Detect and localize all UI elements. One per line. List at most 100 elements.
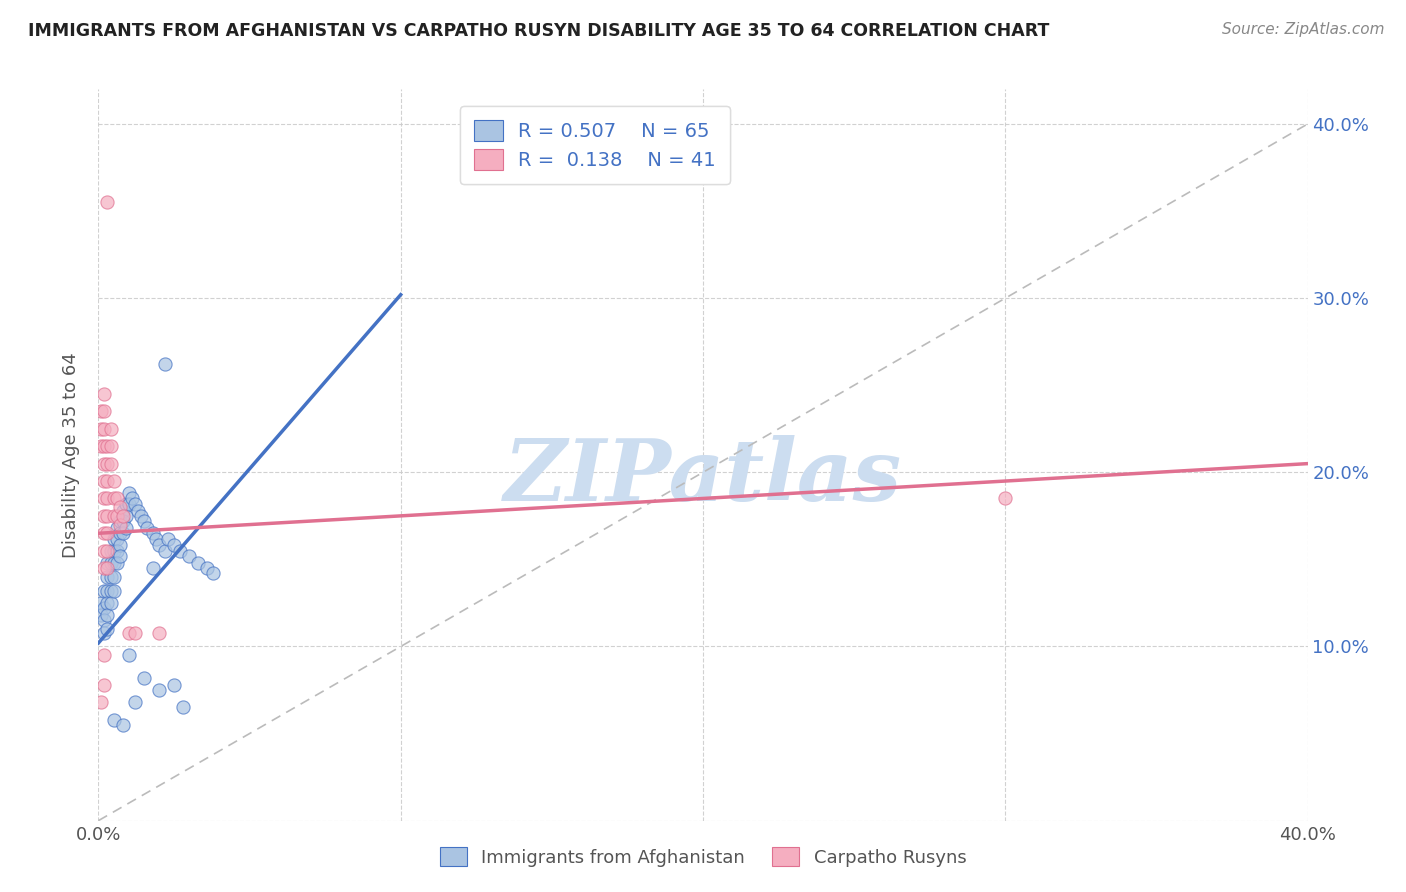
Point (100, 596, 122, 610)
Point (153, 357, 176, 371)
Point (100, 457, 122, 471)
Point (93, 404, 115, 418)
Point (108, 517, 131, 532)
Point (93, 508, 115, 523)
Point (103, 570, 125, 584)
Point (108, 514, 131, 528)
Point (148, 625, 170, 640)
Point (90, 608, 112, 623)
Point (96, 608, 118, 623)
Point (118, 625, 141, 640)
Point (114, 521, 136, 535)
Point (111, 526, 134, 541)
Point (153, 543, 176, 558)
Point (93, 601, 115, 615)
Point (103, 543, 125, 558)
Point (118, 648, 141, 663)
Point (96, 508, 118, 523)
Point (124, 625, 146, 640)
Point (96, 457, 118, 471)
Point (103, 491, 125, 506)
Point (108, 500, 131, 515)
Point (96, 583, 118, 598)
Point (93, 526, 115, 541)
Legend: Immigrants from Afghanistan, Carpatho Rusyns: Immigrants from Afghanistan, Carpatho Ru… (433, 840, 973, 874)
Point (145, 532, 167, 546)
Point (169, 543, 191, 558)
Point (111, 718, 134, 732)
Point (100, 583, 122, 598)
Text: Source: ZipAtlas.com: Source: ZipAtlas.com (1222, 22, 1385, 37)
Point (93, 678, 115, 692)
Y-axis label: Disability Age 35 to 64: Disability Age 35 to 64 (62, 352, 80, 558)
Point (105, 491, 128, 506)
Point (105, 521, 128, 535)
Point (96, 491, 118, 506)
Point (103, 713, 125, 727)
Point (93, 387, 115, 401)
Point (90, 422, 112, 436)
Point (142, 561, 165, 575)
Point (96, 556, 118, 570)
Point (93, 422, 115, 436)
Point (93, 474, 115, 488)
Point (187, 556, 209, 570)
Point (111, 514, 134, 528)
Point (100, 570, 122, 584)
Point (96, 439, 118, 453)
Point (129, 508, 152, 523)
Point (93, 583, 115, 598)
Point (90, 695, 112, 709)
Point (105, 508, 128, 523)
Text: ZIPatlas: ZIPatlas (503, 435, 903, 518)
Point (93, 561, 115, 575)
Point (100, 543, 122, 558)
Point (142, 526, 165, 541)
Point (96, 543, 118, 558)
Point (179, 549, 201, 563)
Point (93, 439, 115, 453)
Point (93, 543, 115, 558)
Text: IMMIGRANTS FROM AFGHANISTAN VS CARPATHO RUSYN DISABILITY AGE 35 TO 64 CORRELATIO: IMMIGRANTS FROM AFGHANISTAN VS CARPATHO … (28, 22, 1049, 40)
Point (108, 526, 131, 541)
Point (96, 526, 118, 541)
Point (127, 503, 149, 517)
Point (111, 508, 134, 523)
Point (156, 532, 179, 546)
Point (96, 570, 118, 584)
Point (100, 556, 122, 570)
Point (100, 422, 122, 436)
Point (148, 539, 170, 553)
Point (172, 700, 194, 714)
Point (96, 622, 118, 636)
Point (111, 503, 134, 517)
Point (118, 497, 141, 511)
Point (114, 497, 136, 511)
Point (96, 474, 118, 488)
Point (132, 514, 155, 528)
Point (90, 439, 112, 453)
Point (108, 549, 131, 563)
Point (93, 457, 115, 471)
Point (103, 474, 125, 488)
Point (202, 566, 225, 581)
Point (105, 556, 128, 570)
Point (96, 596, 118, 610)
Point (124, 695, 146, 709)
Point (96, 195, 118, 210)
Point (90, 404, 112, 418)
Point (103, 532, 125, 546)
Point (195, 561, 218, 575)
Point (163, 678, 186, 692)
Point (105, 543, 128, 558)
Point (121, 491, 143, 506)
Point (90, 596, 112, 610)
Point (93, 625, 115, 640)
Point (103, 556, 125, 570)
Legend: R = 0.507    N = 65, R =  0.138    N = 41: R = 0.507 N = 65, R = 0.138 N = 41 (460, 106, 730, 184)
Point (108, 539, 131, 553)
Point (124, 497, 146, 511)
Point (93, 648, 115, 663)
Point (100, 439, 122, 453)
Point (103, 508, 125, 523)
